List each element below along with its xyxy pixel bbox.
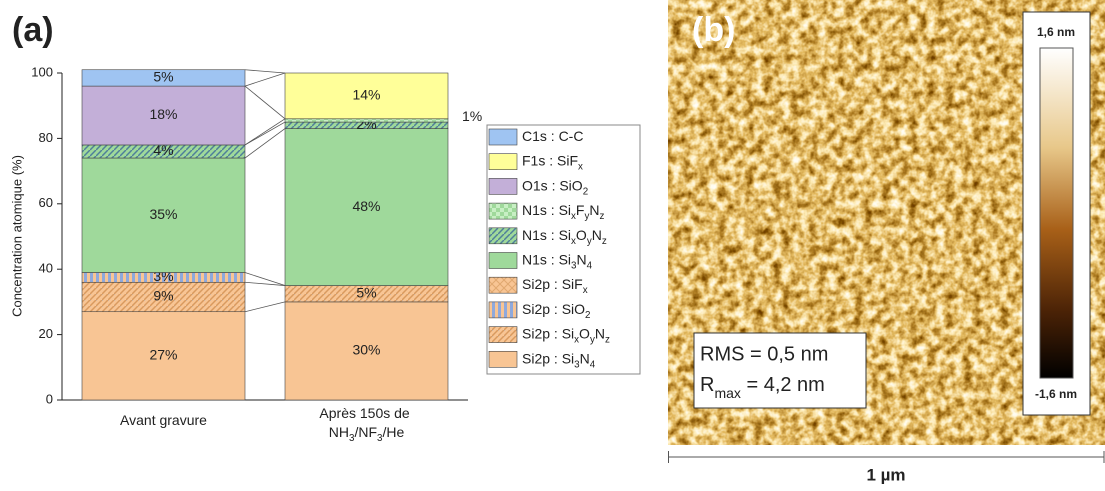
y-tick-label: 20: [39, 326, 53, 341]
legend-swatch: [488, 128, 518, 146]
bar-segment: [81, 157, 246, 273]
legend-swatch: [488, 326, 518, 343]
bar-segment: [284, 118, 449, 123]
legend-entry: F1s : SiFx: [522, 152, 583, 172]
legend-swatch: [488, 202, 518, 220]
rmax: Rmax = 4,2 nm: [700, 374, 825, 400]
legend-swatch: [488, 178, 518, 195]
data-label: 30%: [352, 342, 380, 358]
connector: [244, 301, 286, 313]
colorbar-min: -1,6 nm: [1035, 387, 1077, 401]
data-label: 27%: [149, 347, 177, 363]
panel-label: (b): [692, 11, 735, 49]
legend-entry: O1s : SiO2: [522, 177, 588, 197]
legend-entry: Si2p : SixOyNz: [522, 325, 610, 345]
rmax-rest: = 4,2 nm: [741, 374, 825, 396]
legend-entry: N1s : Si3N4: [522, 251, 593, 271]
connector: [244, 118, 286, 146]
rmax-sub: max: [714, 385, 740, 401]
x-tick-label: Après 150s de NH3/NF3/He: [319, 405, 413, 444]
rms-box: [693, 332, 867, 409]
connector: [244, 121, 286, 146]
y-tick-label: 40: [39, 261, 53, 276]
bar-segment: [81, 85, 246, 146]
bar-segment: [284, 128, 449, 286]
scale-bar-label: 1 µm: [866, 465, 905, 484]
y-tick-label: 80: [39, 130, 53, 145]
connector: [244, 72, 286, 87]
connector: [244, 69, 286, 74]
y-tick-label: 100: [31, 64, 53, 79]
colorbar-max: 1,6 nm: [1037, 25, 1075, 39]
rms: RMS = 0,5 nm: [700, 343, 828, 365]
legend-swatch: [488, 153, 518, 170]
legend-swatch: [488, 276, 518, 294]
y-tick-label: 60: [39, 195, 53, 210]
panel-label: (a): [12, 11, 54, 49]
legend-swatch: [488, 227, 518, 245]
colorbar: [1039, 47, 1074, 379]
data-label: 18%: [149, 106, 177, 122]
legend-swatch: [488, 350, 518, 368]
bar-segment: [284, 301, 449, 401]
connector: [244, 281, 286, 286]
bar-segment: [81, 281, 246, 313]
rmax-symbol: R: [700, 374, 714, 396]
data-label: 14%: [352, 87, 380, 103]
legend-entry: N1s : SixOyNz: [522, 227, 607, 247]
legend-entry: N1s : SixFyNz: [522, 202, 605, 222]
connector: [244, 272, 286, 286]
data-label: 9%: [153, 288, 173, 304]
bar-segment: [81, 69, 246, 87]
data-label: 1%: [462, 108, 482, 124]
bar-segment: [81, 311, 246, 401]
legend-entry: Si2p : Si3N4: [522, 350, 596, 370]
data-label: 5%: [153, 69, 173, 85]
bar-segment: [284, 72, 449, 120]
connector: [244, 128, 286, 159]
data-label: 4%: [153, 142, 173, 158]
connector: [244, 85, 286, 120]
legend-swatch: [488, 301, 518, 319]
x-tick-label: Avant gravure: [120, 412, 207, 428]
y-tick-label: 0: [46, 391, 53, 406]
data-label: 48%: [352, 198, 380, 214]
data-label: 5%: [356, 284, 376, 300]
data-label: 35%: [149, 206, 177, 222]
legend-entry: Si2p : SiO2: [522, 301, 590, 321]
legend-entry: C1s : C-C: [522, 128, 583, 144]
legend-entry: Si2p : SiFx: [522, 276, 588, 296]
legend-swatch: [488, 252, 518, 269]
y-axis-label: Concentration atomique (%): [9, 155, 24, 317]
